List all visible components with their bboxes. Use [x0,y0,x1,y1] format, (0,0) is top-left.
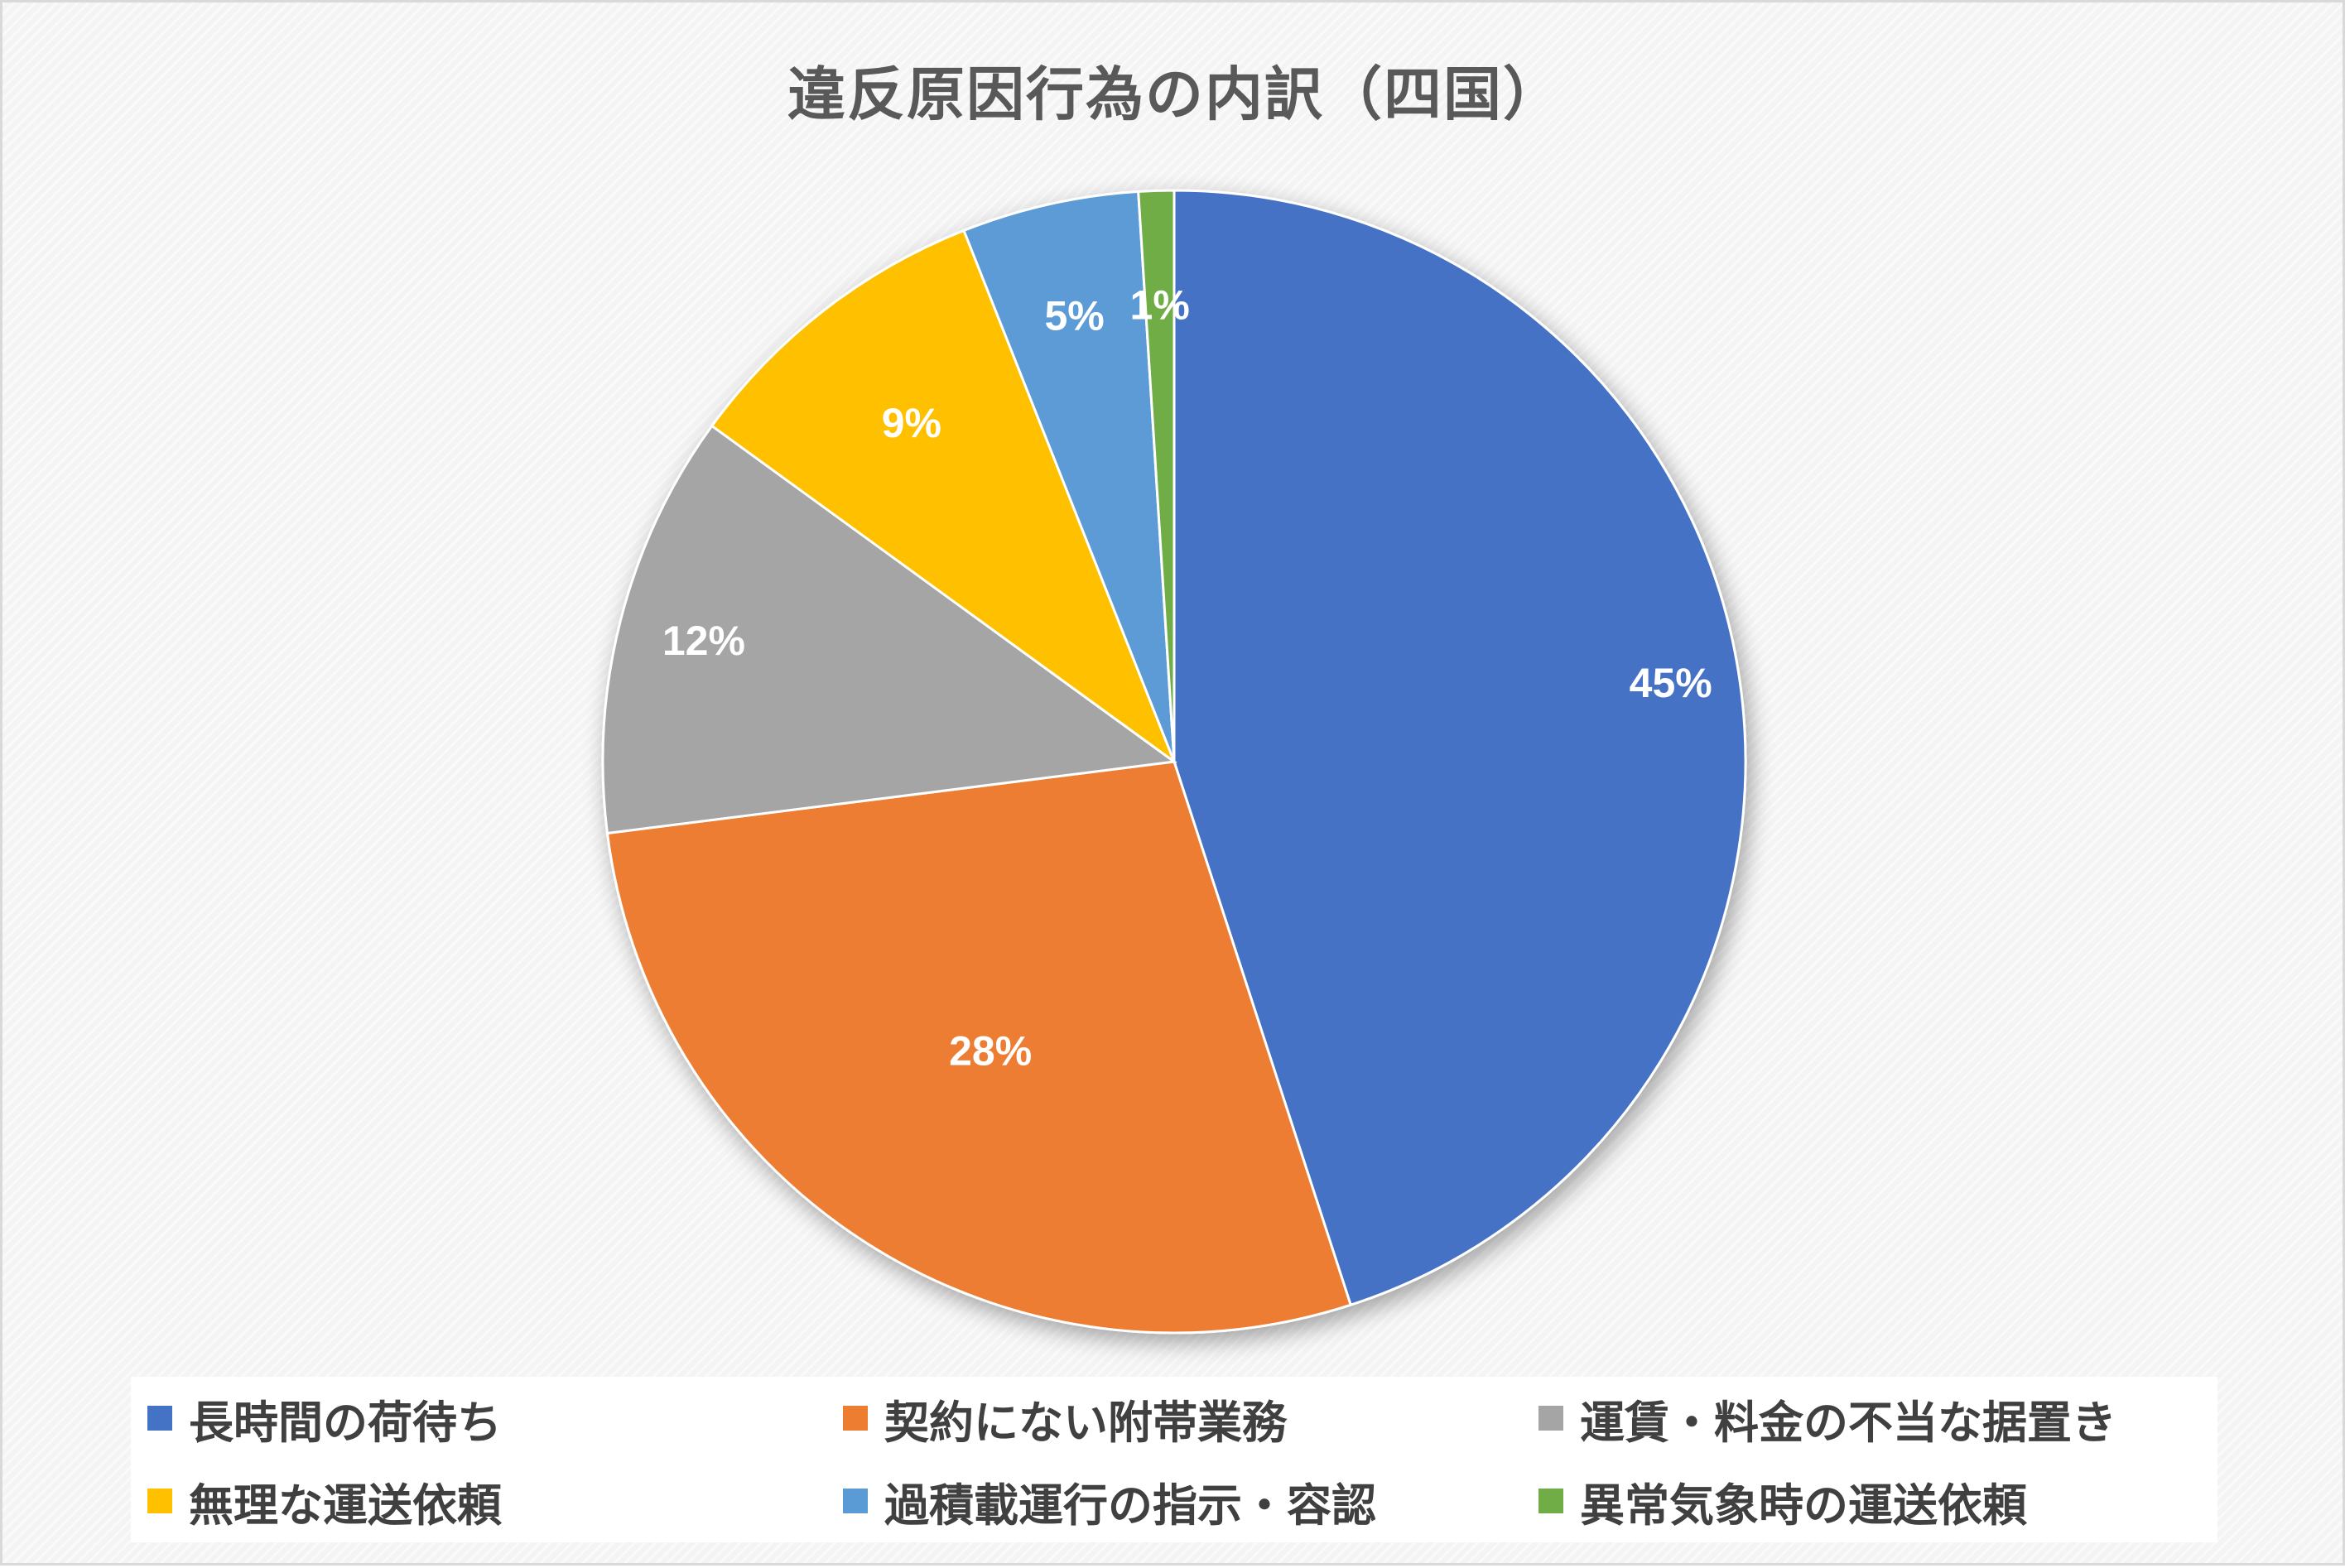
data-label-1: 45% [1630,660,1712,706]
data-label-4: 9% [882,400,941,446]
chart-title: 違反原因行為の内訳（四国） [787,60,1563,128]
legend-swatch [147,1489,172,1513]
legend-item-5: 過積載運行の指示・容認 [843,1460,1376,1542]
legend-label: 長時間の荷待ち [189,1396,502,1449]
legend-item-3: 運賃・料金の不当な据置き [1538,1377,2116,1460]
legend-item-6: 異常気象時の運送依頼 [1538,1460,2027,1542]
pie-slice-4 [710,228,1177,766]
data-label-6: 1% [1130,281,1190,328]
data-label-2: 28% [949,1028,1032,1075]
legend-item-4: 無理な運送依頼 [147,1460,502,1542]
data-label-5: 5% [1044,292,1104,339]
legend-label: 過積載運行の指示・容認 [884,1479,1376,1532]
legend-item-1: 長時間の荷待ち [147,1377,502,1460]
legend-swatch [1538,1406,1563,1431]
pie-slice-2 [605,760,1353,1335]
pie-slice-5 [962,190,1176,762]
legend-swatch [1538,1489,1563,1513]
pie-slice-1 [1172,189,1747,1307]
legend-swatch [843,1406,868,1431]
legend-label: 無理な運送依頼 [189,1479,502,1532]
pie-slice-3 [601,424,1177,835]
legend: 長時間の荷待ち 契約にない附帯業務 運賃・料金の不当な据置き無理な運送依頼 過積載運行… [131,1377,2217,1542]
legend-label: 運賃・料金の不当な据置き [1580,1396,2116,1449]
legend-swatch [843,1489,868,1513]
legend-item-2: 契約にない附帯業務 [843,1377,1287,1460]
legend-label: 異常気象時の運送依頼 [1580,1479,2027,1532]
pie-slice-6 [1137,189,1176,762]
data-label-3: 12% [662,618,745,664]
legend-label: 契約にない附帯業務 [884,1396,1287,1449]
legend-swatch [147,1406,172,1431]
